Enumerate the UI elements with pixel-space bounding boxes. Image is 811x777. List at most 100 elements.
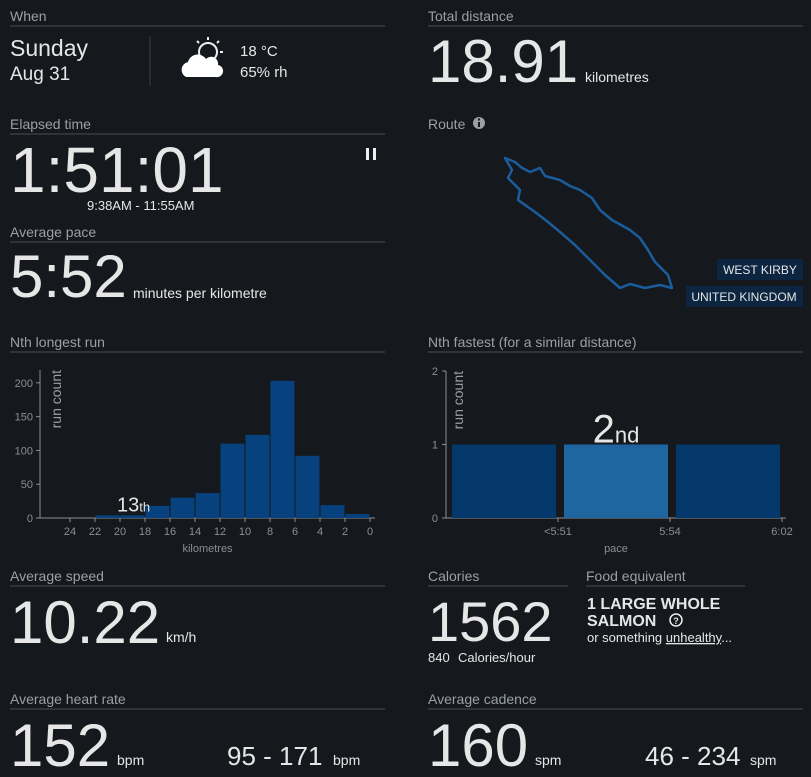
food-line: SALMON (587, 613, 656, 630)
bar (676, 444, 780, 518)
note-end: ... (721, 630, 732, 645)
y-tick-label: 0 (432, 513, 438, 525)
bar (564, 444, 668, 518)
bar (452, 444, 556, 518)
x-tick-label: <5:51 (544, 526, 572, 538)
section-label: Average pace (10, 224, 96, 240)
day: Sunday (10, 35, 89, 61)
bar (320, 505, 345, 518)
food-line: 1 LARGE WHOLE (587, 596, 721, 613)
bar (120, 515, 145, 518)
x-tick-label: 10 (239, 526, 251, 538)
x-tick-label: 2 (342, 526, 348, 538)
pace-value: 5:52 (10, 243, 127, 310)
x-tick-label: 16 (164, 526, 176, 538)
unit: kilometres (585, 69, 649, 85)
y-tick-label: 0 (27, 513, 33, 525)
place-badge (686, 286, 803, 307)
section-label: Average cadence (428, 691, 537, 707)
x-tick-label: 4 (317, 526, 323, 538)
elapsed-value: 1:51:01 (10, 134, 224, 206)
calories-value: 1562 (428, 590, 553, 653)
heart-rate-range: 95 - 171 (227, 741, 322, 771)
info-icon[interactable] (473, 117, 485, 129)
speed-value: 10.22 (10, 589, 160, 656)
unit: spm (750, 752, 776, 768)
note-text: or something (587, 630, 662, 645)
unit: minutes per kilometre (133, 285, 267, 301)
annotation-number: 13 (117, 494, 139, 516)
annotation-suffix: nd (615, 423, 639, 448)
bar (220, 443, 245, 518)
section-label: Average heart rate (10, 691, 126, 707)
x-tick-label: 22 (89, 526, 101, 538)
section-label: When (10, 8, 47, 24)
distance-value: 18.91 (428, 28, 578, 95)
unit: spm (535, 752, 561, 768)
cadence-range: 46 - 234 (645, 741, 740, 771)
x-tick-label: 0 (367, 526, 373, 538)
bar (270, 380, 295, 518)
food-note: or something unhealthy... (587, 630, 732, 645)
x-axis-label: pace (604, 543, 628, 555)
y-tick-label: 2 (432, 366, 438, 378)
section-label: Food equivalent (586, 568, 686, 584)
bar (95, 515, 120, 518)
section-label: Calories (428, 568, 479, 584)
y-tick-label: 100 (15, 445, 33, 457)
section-label: Average speed (10, 568, 104, 584)
y-tick-label: 1 (432, 440, 438, 452)
annotation: 2nd (593, 408, 640, 452)
y-axis-label: run count (450, 371, 466, 429)
y-tick-label: 200 (15, 378, 33, 390)
time-range: 9:38AM - 11:55AM (87, 198, 194, 213)
help-icon[interactable]: ? (669, 613, 683, 627)
cadence-value: 160 (428, 712, 528, 777)
bar (245, 434, 270, 518)
section-label: Route (428, 116, 466, 132)
y-tick-label: 150 (15, 412, 33, 424)
section-label: Elapsed time (10, 116, 91, 132)
weather-icon (181, 37, 224, 78)
annotation-number: 2 (593, 408, 615, 452)
section-label: Nth fastest (for a similar distance) (428, 334, 637, 350)
bar (145, 505, 170, 518)
place-label: UNITED KINGDOM (691, 290, 796, 304)
x-tick-label: 24 (64, 526, 76, 538)
date: Aug 31 (10, 64, 70, 85)
y-axis-label: run count (48, 370, 64, 428)
unit: km/h (166, 629, 196, 645)
heart-rate-value: 152 (10, 712, 110, 777)
x-tick-label: 14 (189, 526, 201, 538)
place-label: WEST KIRBY (723, 263, 797, 277)
y-tick-label: 50 (21, 479, 33, 491)
unit: bpm (333, 752, 360, 768)
x-axis-label: kilometres (182, 543, 233, 555)
bar (345, 513, 370, 518)
annotation: 13th (117, 494, 150, 516)
pause-button[interactable] (366, 148, 376, 160)
x-tick-label: 5:54 (659, 526, 680, 538)
calories-rate-unit: Calories/hour (458, 650, 536, 665)
calories-rate: 840 (428, 650, 450, 665)
temperature: 18 °C (240, 43, 278, 60)
unhealthy-link[interactable]: unhealthy (666, 630, 723, 645)
x-tick-label: 6:02 (771, 526, 792, 538)
section-label: Total distance (428, 8, 514, 24)
x-tick-label: 18 (139, 526, 151, 538)
x-tick-label: 6 (292, 526, 298, 538)
bar (195, 492, 220, 518)
bar (295, 455, 320, 518)
annotation-suffix: th (139, 499, 150, 514)
svg-text:?: ? (673, 616, 679, 626)
bar (170, 497, 195, 518)
unit: bpm (117, 752, 144, 768)
x-tick-label: 12 (214, 526, 226, 538)
humidity: 65% rh (240, 64, 288, 81)
section-label: Nth longest run (10, 334, 105, 350)
route-path (503, 156, 674, 290)
place-badge (717, 259, 803, 280)
x-tick-label: 8 (267, 526, 273, 538)
